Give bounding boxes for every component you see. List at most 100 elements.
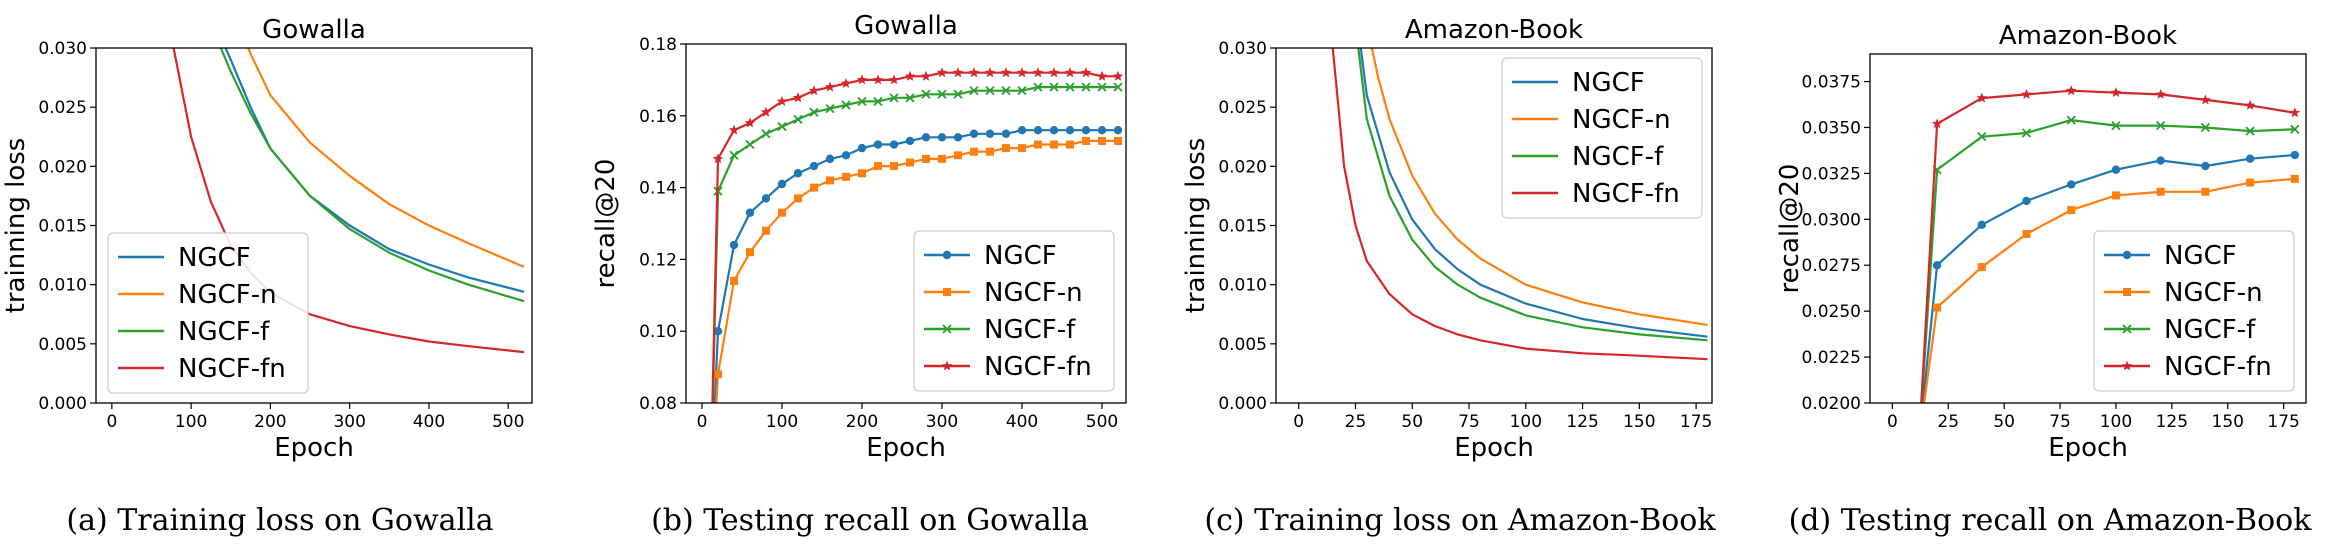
data-point: [761, 129, 771, 139]
legend-label: NGCF-f: [984, 315, 1076, 345]
data-point: [1064, 67, 1076, 78]
data-point: [1915, 436, 1923, 444]
legend: NGCF NGCF-n NGCF-f NGCF-fn: [2093, 230, 2295, 392]
data-point: [1932, 261, 1942, 270]
y-tick-label: 0.0375: [1802, 73, 1861, 93]
x-axis-label: Epoch: [1454, 433, 1534, 463]
data-point: [968, 67, 980, 78]
data-point: [889, 93, 899, 103]
data-point: [1050, 140, 1058, 149]
x-tick-label: 100: [2100, 412, 2132, 432]
data-point: [969, 86, 979, 96]
data-point: [858, 169, 866, 178]
series-group: [711, 67, 1124, 403]
x-tick-label: 125: [2156, 412, 2188, 432]
series-line-ngcf-f: [219, 48, 525, 303]
data-point: [762, 226, 770, 235]
data-point: [729, 240, 739, 250]
data-point: [952, 67, 964, 78]
plot-frame: [1869, 53, 2307, 404]
y-axis-label: recall@20: [1775, 164, 1805, 294]
data-point: [2067, 180, 2076, 189]
data-point: [874, 162, 882, 171]
x-tick-label: 300: [333, 412, 365, 432]
data-point: [824, 81, 836, 92]
legend-label: NGCF-n: [178, 280, 277, 310]
data-point: [776, 95, 788, 106]
data-point: [1049, 125, 1059, 135]
chart-0: 0 100 200 300 400 500 0.000 0.005 0.010 0.015 0.02…: [1, 15, 533, 463]
data-point: [1017, 86, 1027, 96]
chart-title: Amazon-Book: [1405, 15, 1583, 45]
x-tick-label: 400: [413, 412, 445, 432]
chart-title: Gowalla: [854, 11, 958, 41]
data-point: [1000, 67, 1012, 78]
data-point: [1914, 434, 1924, 444]
data-point: [856, 74, 868, 85]
x-tick-label: 0: [1293, 412, 1304, 432]
data-point: [745, 139, 755, 150]
data-point: [905, 136, 915, 146]
data-point: [809, 107, 819, 117]
y-tick-label: 0.030: [1218, 39, 1267, 59]
data-point: [889, 140, 899, 149]
data-point: [1032, 67, 1044, 78]
y-tick-label: 0.0200: [1802, 394, 1861, 414]
legend-label: NGCF-f: [178, 317, 270, 347]
legend-marker: [942, 324, 952, 334]
data-point: [842, 172, 850, 181]
y-tick-label: 0.020: [1218, 157, 1267, 177]
x-tick-label: 75: [1458, 412, 1480, 432]
data-point: [2111, 191, 2120, 200]
x-axis-label: Epoch: [274, 433, 354, 463]
data-point: [1049, 82, 1059, 92]
y-tick-label: 0.005: [38, 335, 87, 355]
data-point: [826, 176, 834, 185]
legend-label: NGCF: [984, 241, 1057, 271]
data-point: [936, 67, 948, 78]
data-point: [953, 133, 963, 142]
data-point: [1977, 132, 1987, 142]
data-point: [1933, 303, 1942, 312]
data-point: [2201, 187, 2210, 196]
data-point: [1113, 125, 1123, 135]
data-point: [760, 106, 772, 117]
series-group: [1914, 85, 2301, 444]
data-point: [1033, 125, 1043, 135]
data-point: [2200, 122, 2211, 133]
chart-title: Gowalla: [262, 15, 366, 45]
y-axis-label: recall@20: [591, 159, 621, 289]
series-line-ngcf-n: [1370, 48, 1708, 326]
data-point: [2244, 99, 2256, 110]
data-point: [1034, 140, 1042, 149]
data-point: [2245, 126, 2255, 136]
data-point: [745, 208, 755, 217]
x-tick-label: 200: [846, 412, 878, 432]
legend-marker: [2122, 250, 2132, 260]
x-axis-label: Epoch: [2048, 433, 2128, 463]
data-point: [1082, 136, 1090, 145]
data-point: [2067, 206, 2076, 215]
data-point: [825, 154, 835, 164]
data-point: [1081, 82, 1091, 92]
data-point: [808, 85, 820, 96]
series-line-ngcf-n: [247, 48, 525, 268]
data-point: [792, 92, 804, 103]
data-point: [1048, 67, 1060, 78]
data-point: [841, 151, 851, 160]
data-point: [1977, 263, 1986, 272]
data-point: [904, 70, 916, 81]
series-line-ngcf: [224, 48, 525, 293]
data-point: [825, 103, 835, 114]
legend-label: NGCF-fn: [178, 354, 286, 384]
x-tick-label: 400: [1006, 412, 1038, 432]
data-point: [890, 162, 898, 171]
data-point: [1113, 82, 1123, 92]
y-axis-label: trainning loss: [1, 138, 31, 314]
series-line-ngcf: [1921, 153, 2295, 403]
data-point: [2022, 230, 2031, 239]
series-line-ngcf-n: [1923, 177, 2295, 403]
data-point: [873, 140, 883, 149]
x-tick-label: 50: [1401, 412, 1423, 432]
